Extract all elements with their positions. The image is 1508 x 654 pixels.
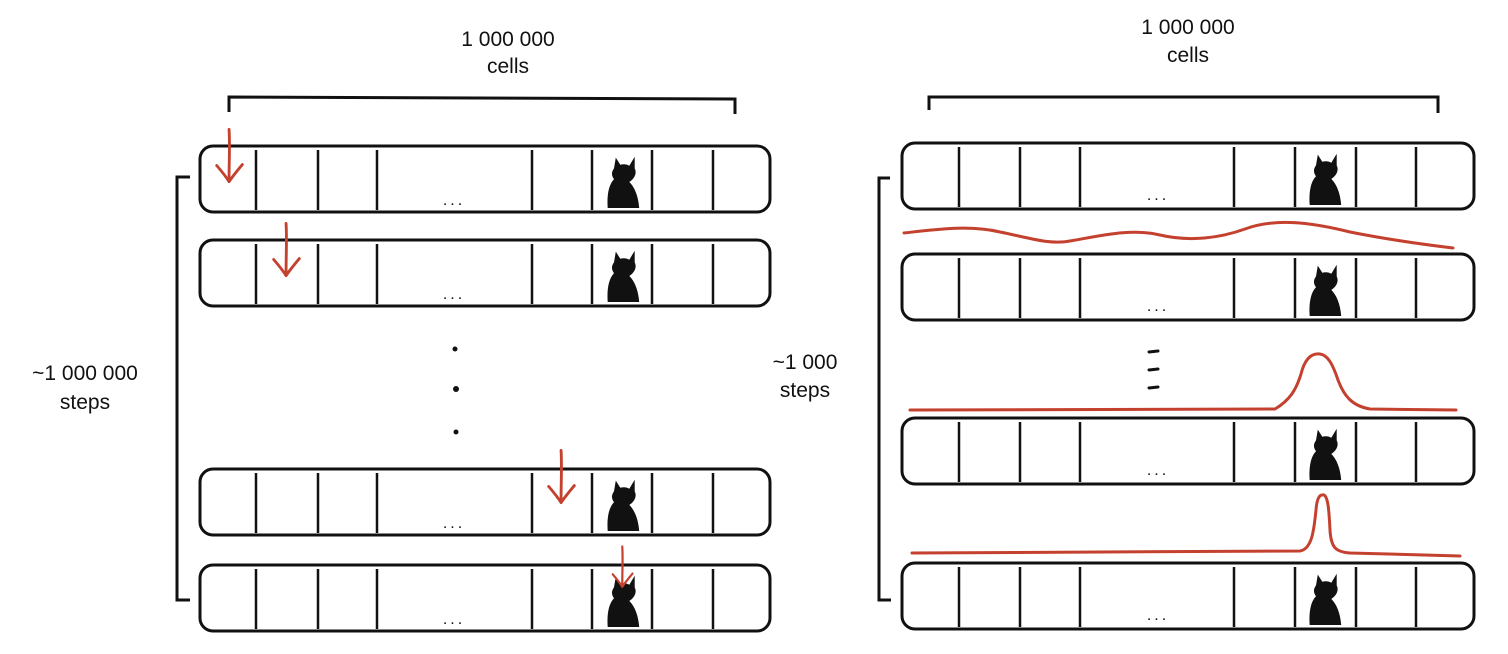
right-width-bracket (927, 95, 1440, 113)
cat-silhouette-icon (607, 156, 640, 208)
right-tape-row: ... (900, 141, 1476, 211)
right-width-label-line2: cells (1167, 44, 1209, 67)
cell-ellipsis: ... (1147, 607, 1169, 624)
red-down-arrow-icon (547, 448, 576, 505)
left-width-label-line1: 1 000 000 (461, 28, 554, 51)
cell-ellipsis: ... (1147, 298, 1169, 315)
left-tape-row: ... (198, 448, 772, 537)
left-tape-row: ... (198, 127, 772, 214)
left-steps-label-line2: steps (60, 391, 110, 414)
cat-silhouette-icon (1309, 153, 1342, 205)
right-tape-row: ... (900, 561, 1476, 631)
left-tape-row: ... (198, 545, 772, 633)
right-width-label-line1: 1 000 000 (1141, 16, 1234, 39)
right-steps-label-line2: steps (780, 379, 830, 402)
red-probability-curve (902, 220, 1455, 250)
cat-silhouette-icon (1309, 428, 1342, 480)
cat-silhouette-icon (1309, 264, 1342, 316)
cell-ellipsis: ... (443, 611, 465, 628)
right-panel: 1 000 000 cells ~1 000 steps ... ... (773, 16, 1476, 631)
cell-ellipsis: ... (443, 192, 465, 209)
left-vertical-ellipsis (452, 346, 459, 435)
left-tape-row: ... (198, 221, 772, 308)
right-vertical-ellipsis (1147, 349, 1160, 390)
right-steps-label-line1: ~1 000 (773, 351, 838, 374)
left-steps-label-line1: ~1 000 000 (32, 362, 138, 385)
left-width-bracket (227, 95, 737, 114)
red-down-arrow-icon (272, 221, 301, 278)
cat-silhouette-icon (607, 250, 640, 302)
right-steps-bracket (877, 176, 891, 602)
cat-silhouette-icon (1309, 573, 1342, 625)
cat-silhouette-icon (607, 479, 640, 531)
cell-ellipsis: ... (1147, 462, 1169, 479)
red-probability-curve (908, 352, 1458, 412)
right-tape-row: ... (900, 252, 1476, 322)
left-steps-bracket (175, 175, 190, 602)
red-down-arrow-icon (215, 127, 244, 184)
cell-ellipsis: ... (443, 286, 465, 303)
red-probability-curve (910, 493, 1462, 558)
cell-ellipsis: ... (1147, 187, 1169, 204)
left-panel: 1 000 000 cells ~1 000 000 steps ... ... (32, 28, 772, 633)
right-tape-row: ... (900, 416, 1476, 486)
left-width-label-line2: cells (487, 55, 529, 78)
cell-ellipsis: ... (443, 515, 465, 532)
